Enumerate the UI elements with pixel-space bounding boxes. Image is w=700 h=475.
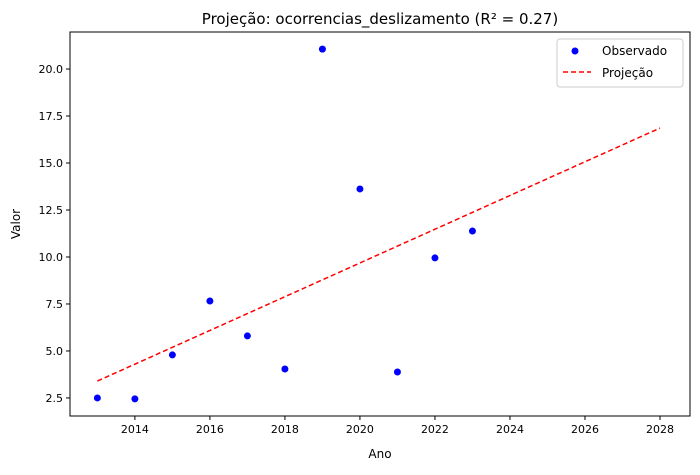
x-tick-label: 2016 <box>196 423 224 436</box>
legend-marker-observado <box>571 47 579 55</box>
x-axis-label: Ano <box>368 447 391 461</box>
y-tick-label: 7.5 <box>46 298 64 311</box>
data-point <box>356 185 364 193</box>
data-point <box>168 351 176 359</box>
legend-label-projecao: Projeção <box>602 66 653 80</box>
y-tick-label: 20.0 <box>39 63 64 76</box>
x-tick-label: 2028 <box>646 423 674 436</box>
data-point <box>131 395 139 403</box>
y-tick-label: 15.0 <box>39 157 64 170</box>
data-point <box>281 365 289 373</box>
y-tick-label: 12.5 <box>39 204 64 217</box>
projection-line <box>97 127 661 382</box>
y-tick-label: 10.0 <box>39 251 64 264</box>
data-point <box>431 254 439 262</box>
chart-title: Projeção: ocorrencias_deslizamento (R² =… <box>202 10 558 29</box>
plot-frame <box>69 31 691 417</box>
data-point <box>468 227 476 235</box>
y-tick-label: 17.5 <box>39 110 64 123</box>
data-point <box>206 297 214 305</box>
y-tick-label: 2.5 <box>46 392 64 405</box>
x-tick-label: 2018 <box>271 423 299 436</box>
legend-label-observado: Observado <box>602 44 667 58</box>
x-tick-label: 2022 <box>421 423 449 436</box>
data-point <box>393 368 401 376</box>
legend-box <box>556 38 684 88</box>
x-tick-label: 2026 <box>571 423 599 436</box>
y-tick-label: 5.0 <box>46 345 64 358</box>
x-tick-label: 2014 <box>121 423 149 436</box>
y-axis-label: Valor <box>9 209 23 239</box>
data-point <box>243 332 251 340</box>
data-point <box>93 394 101 402</box>
x-tick-label: 2024 <box>496 423 524 436</box>
x-tick-label: 2020 <box>346 423 374 436</box>
legend: Observado Projeção <box>556 38 684 88</box>
data-point <box>318 45 326 53</box>
